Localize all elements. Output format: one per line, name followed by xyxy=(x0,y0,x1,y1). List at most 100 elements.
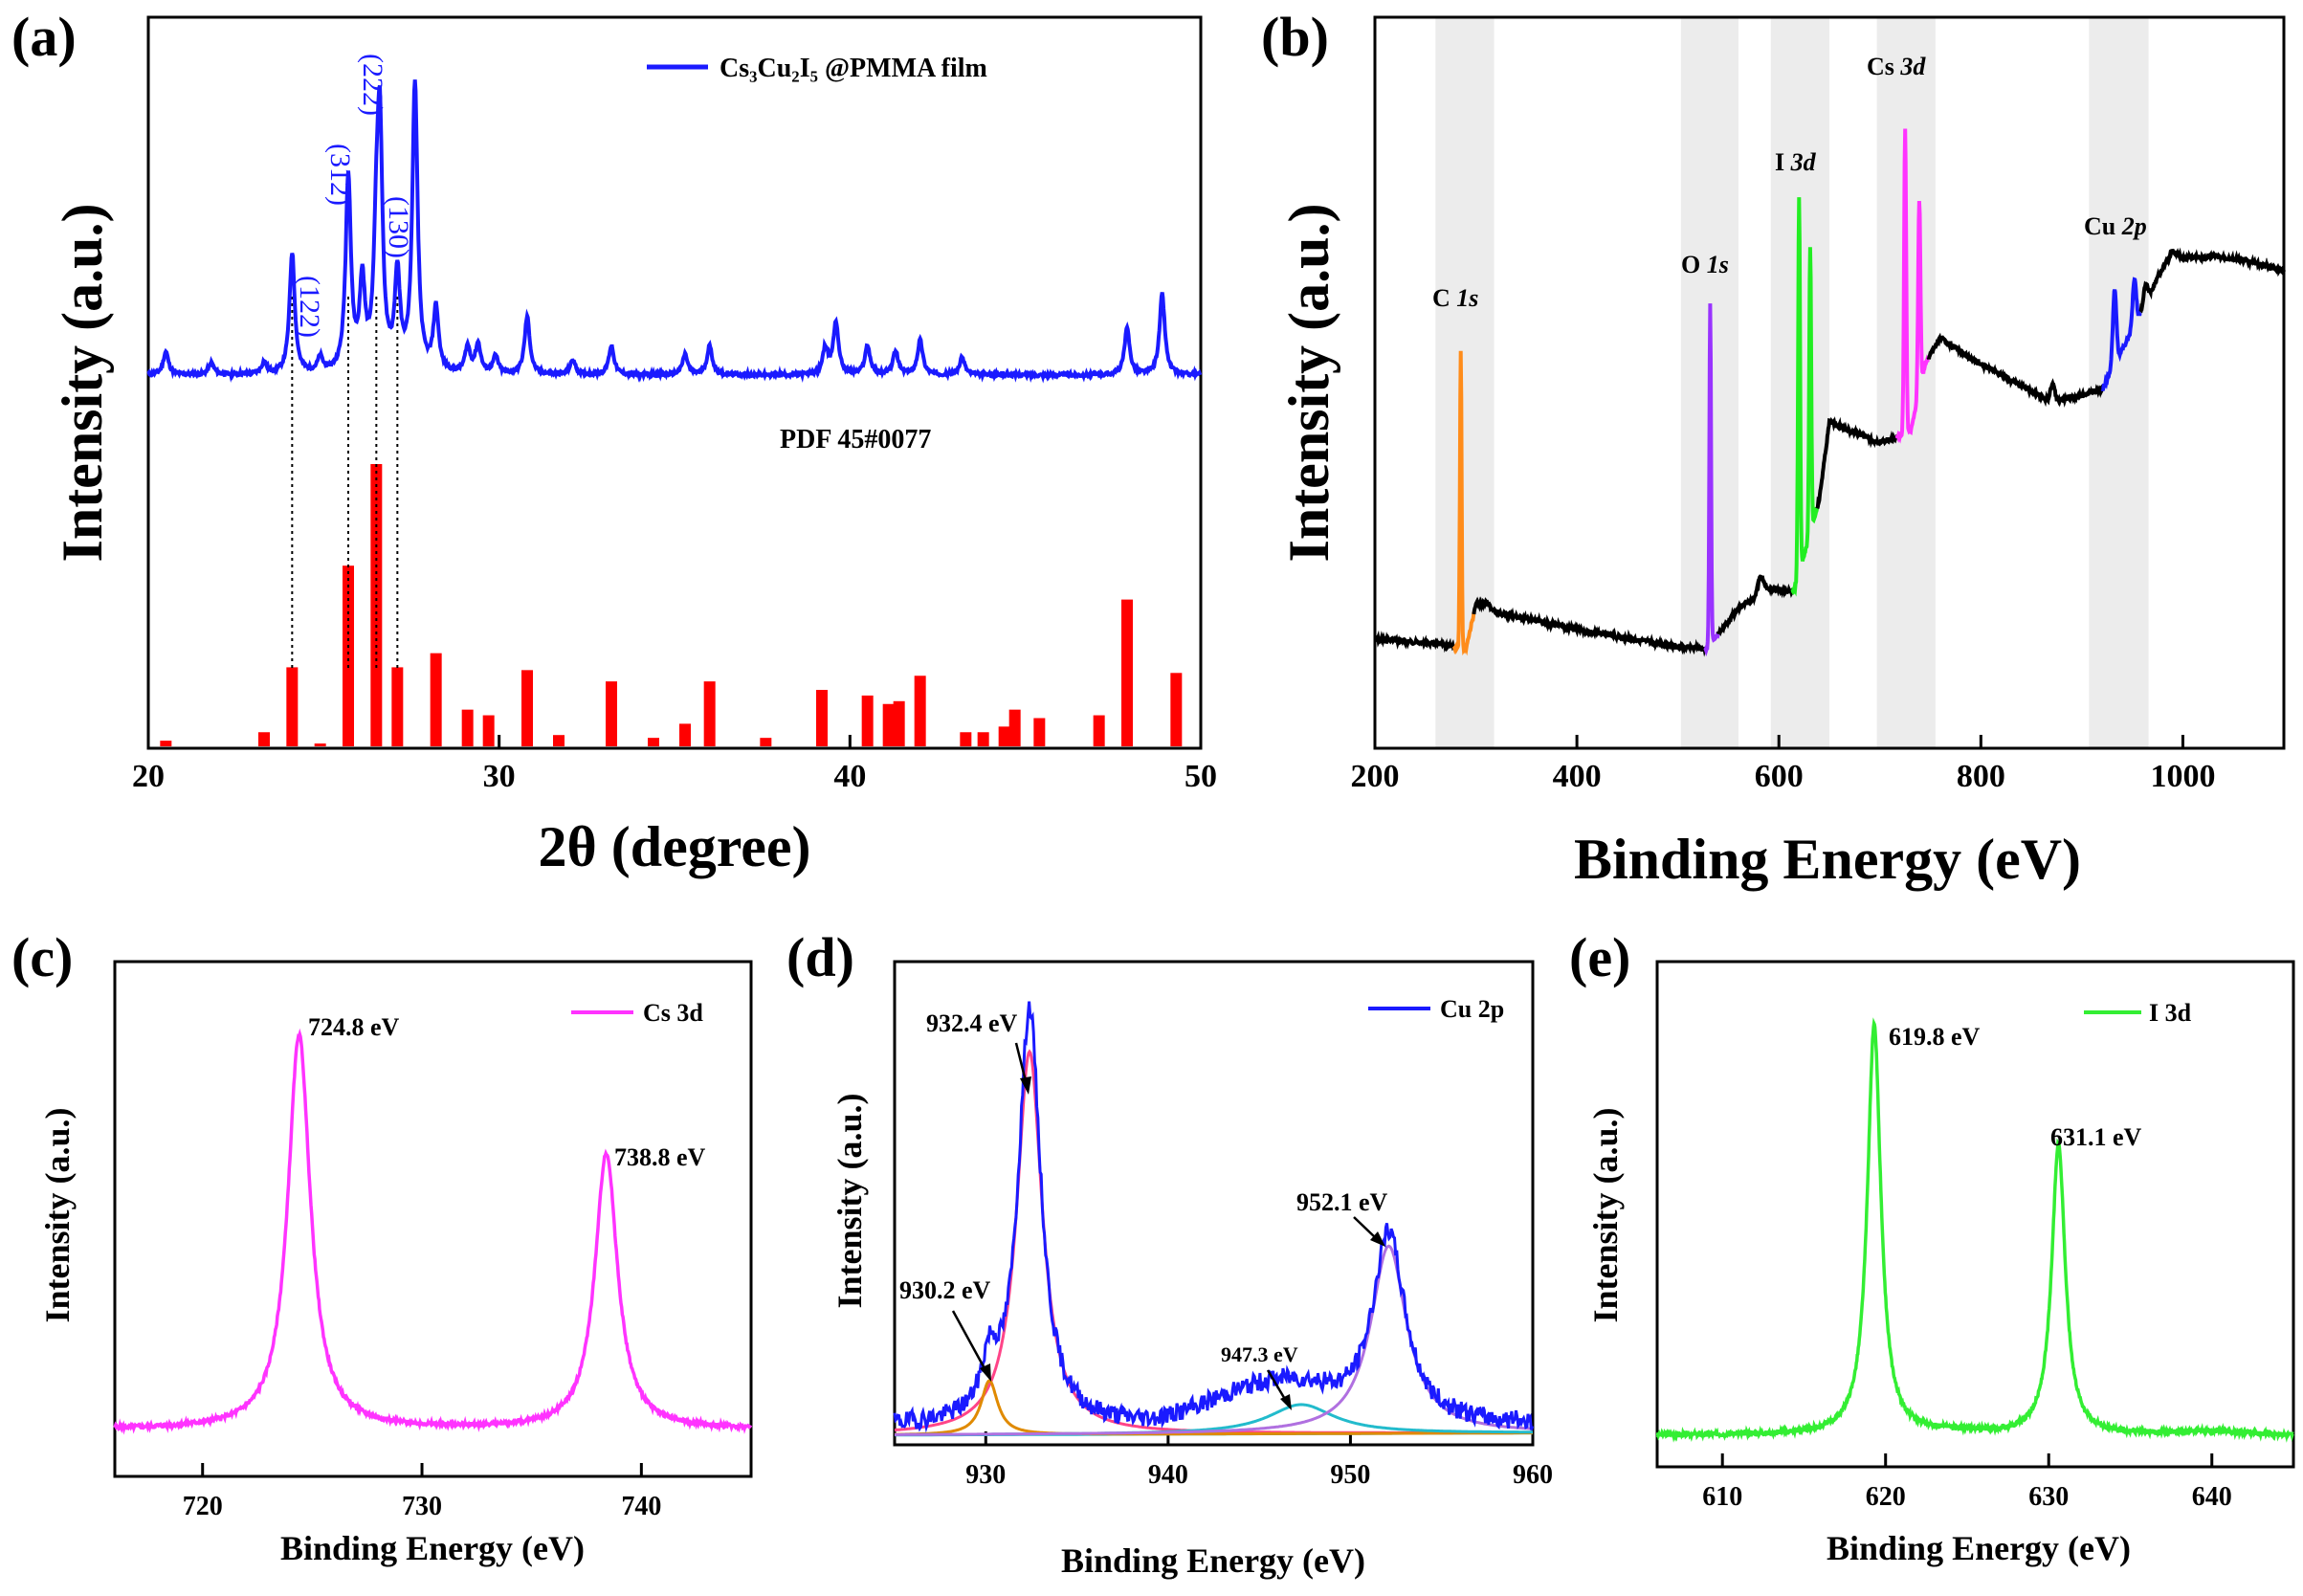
hkl-label-222: (222) xyxy=(357,54,388,116)
panel-c: (c) 720 730 740 Cs 3d 724.8 eV 738.8 eV In… xyxy=(11,926,753,1567)
reference-stick xyxy=(760,738,772,746)
reference-stick xyxy=(893,700,905,746)
panel-d-ylabel: Intensity (a.u.) xyxy=(830,1093,869,1308)
highlight-band xyxy=(1435,17,1495,748)
panel-a-label: (a) xyxy=(11,6,77,68)
reference-stick xyxy=(482,715,495,746)
panel-e-label: (e) xyxy=(1569,926,1630,988)
survey-segment xyxy=(1926,332,2104,408)
panel-b-xlabel: Binding Energy (eV) xyxy=(1574,828,2081,891)
panel-e: (e) 610 620 630 640 I 3d 619.8 eV 631.1 eV … xyxy=(1569,926,2295,1567)
panel-d-xlabel: Binding Energy (eV) xyxy=(1061,1541,1365,1580)
peak-label-631-1: 631.1 eV xyxy=(2050,1123,2142,1151)
panel-d-tick-label: 930 xyxy=(965,1460,1006,1490)
panel-a-tick-label: 20 xyxy=(132,759,165,794)
reference-stick xyxy=(998,726,1010,746)
arrowhead-952-1 xyxy=(1370,1231,1385,1247)
panel-e-xlabel: Binding Energy (eV) xyxy=(1827,1529,2131,1567)
reference-stick xyxy=(391,667,404,746)
reference-stick xyxy=(430,653,442,746)
peak-label-cs3d: Cs 3d xyxy=(1867,53,1926,80)
panel-b-highlight-bands xyxy=(1435,17,2149,748)
panel-b-frame xyxy=(1373,15,2286,750)
reference-stick xyxy=(914,676,926,746)
panel-b-survey-curve xyxy=(1373,128,2286,657)
reference-stick xyxy=(648,738,659,746)
panel-a-reference-label: PDF 45#0077 xyxy=(780,425,931,454)
reference-stick xyxy=(703,681,716,746)
highlight-band xyxy=(2089,17,2149,748)
reference-stick xyxy=(816,690,828,746)
survey-segment xyxy=(1894,128,1930,444)
hkl-label-122: (122) xyxy=(294,276,325,338)
panel-b-ylabel: Intensity (a.u.) xyxy=(1277,203,1340,562)
panel-b-tick-label: 1000 xyxy=(2150,759,2215,794)
panel-a-frame xyxy=(146,15,1203,750)
panel-e-tick-label: 610 xyxy=(1702,1482,1742,1512)
panel-d-tick-label: 960 xyxy=(1513,1460,1553,1490)
panel-d-tick-label: 950 xyxy=(1330,1460,1370,1490)
peak-label-738-8: 738.8 eV xyxy=(614,1143,706,1171)
panel-d-arrows xyxy=(951,1042,1385,1410)
panel-d-cu2p-curve xyxy=(893,1001,1535,1433)
panel-a-tick-label: 50 xyxy=(1185,759,1217,794)
panel-c-cs3d-curve xyxy=(113,1028,753,1435)
peak-label-i3d: I 3d xyxy=(1775,148,1817,176)
panel-c-tick-label: 740 xyxy=(621,1492,661,1521)
panel-b-tick-label: 200 xyxy=(1351,759,1400,794)
panel-b-label: (b) xyxy=(1261,6,1329,68)
reference-stick xyxy=(160,741,172,746)
reference-stick xyxy=(861,695,874,746)
panel-e-xticks: 610 620 630 640 xyxy=(1702,1453,2232,1512)
peak-label-724-8: 724.8 eV xyxy=(308,1013,400,1041)
panel-c-legend: Cs 3d xyxy=(643,999,703,1027)
panel-d-label: (d) xyxy=(786,926,854,988)
panel-a-legend: Cs₃Cu₂I₅ @PMMA film xyxy=(720,54,987,83)
survey-segment xyxy=(2138,247,2286,314)
reference-stick xyxy=(1093,715,1105,746)
fit-component xyxy=(895,1244,1534,1436)
panel-c-tick-label: 720 xyxy=(183,1492,223,1521)
reference-stick xyxy=(960,732,972,746)
reference-stick xyxy=(1033,718,1046,746)
arrowhead-930-2 xyxy=(980,1363,991,1382)
panel-b-tick-label: 400 xyxy=(1553,759,1602,794)
panel-d-xticks: 930 940 950 960 xyxy=(965,1431,1553,1490)
hkl-label-130: (130) xyxy=(383,196,414,258)
reference-stick xyxy=(679,723,691,746)
panel-e-tick-label: 630 xyxy=(2028,1482,2069,1512)
reference-stick xyxy=(606,681,617,746)
reference-stick xyxy=(521,670,533,746)
panel-e-tick-label: 620 xyxy=(1866,1482,1906,1512)
reference-stick xyxy=(343,565,354,746)
survey-segment xyxy=(1790,197,1820,597)
survey-segment xyxy=(2100,277,2142,392)
arrow-947-3 xyxy=(1266,1369,1288,1402)
arrow-952-1 xyxy=(1353,1216,1377,1239)
panel-a: (a) 20 30 40 50 (122) (312) (222) (130) Cs₃… xyxy=(11,6,1217,878)
panel-d-legend: Cu 2p xyxy=(1440,995,1504,1023)
panel-c-ylabel: Intensity (a.u.) xyxy=(38,1107,77,1322)
panel-c-tick-label: 730 xyxy=(402,1492,442,1521)
panel-b-tick-label: 600 xyxy=(1755,759,1804,794)
survey-segment xyxy=(1703,303,1720,657)
hkl-label-312: (312) xyxy=(324,144,356,206)
arrow-930-2 xyxy=(951,1310,987,1371)
arrow-932-4 xyxy=(1014,1042,1028,1082)
panel-a-xrd-pattern xyxy=(146,79,1203,384)
panel-e-frame xyxy=(1655,960,2295,1469)
fit-component xyxy=(894,1379,1533,1436)
peak-label-930-2: 930.2 eV xyxy=(899,1276,991,1304)
panel-d-tick-label: 940 xyxy=(1148,1460,1188,1490)
peak-label-952-1: 952.1 eV xyxy=(1296,1188,1388,1216)
reference-stick xyxy=(258,732,270,746)
panel-e-i3d-curve xyxy=(1655,1017,2294,1443)
panel-d-frame xyxy=(893,960,1535,1447)
survey-segment xyxy=(1472,596,1708,657)
panel-e-ylabel: Intensity (a.u.) xyxy=(1586,1107,1625,1322)
survey-segment xyxy=(1451,350,1476,656)
survey-segment xyxy=(1815,416,1898,510)
panel-a-ylabel: Intensity (a.u.) xyxy=(51,203,114,562)
panel-c-xlabel: Binding Energy (eV) xyxy=(280,1529,585,1567)
panel-c-label: (c) xyxy=(11,926,73,988)
